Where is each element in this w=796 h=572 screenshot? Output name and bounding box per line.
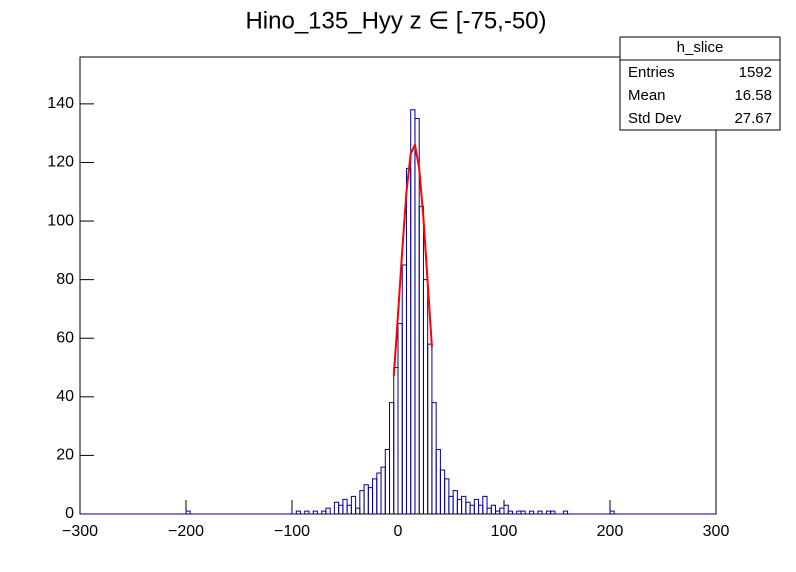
- bin: [427, 343, 433, 514]
- bin: [367, 487, 374, 514]
- x-tick-label: −200: [168, 523, 204, 540]
- y-tick-label: 140: [47, 95, 74, 112]
- bin: [338, 504, 344, 514]
- stats-frame: [619, 36, 781, 131]
- bin: [461, 495, 467, 514]
- bin: [185, 510, 191, 514]
- bin: [295, 510, 301, 514]
- bin: [537, 510, 543, 514]
- bin: [478, 504, 484, 514]
- bin: [465, 501, 471, 514]
- bin: [435, 449, 441, 514]
- bin: [439, 469, 446, 514]
- bin: [359, 490, 365, 514]
- stats-value: 27.67: [734, 110, 772, 127]
- bin: [499, 507, 505, 514]
- bin: [473, 498, 480, 514]
- stats-box: h_slice Entries 1592 Mean 16.58 Std Dev …: [619, 36, 781, 131]
- y-tick-label: 0: [65, 505, 74, 522]
- bin: [452, 490, 458, 514]
- y-tick-label: 40: [56, 388, 74, 405]
- bin: [431, 402, 437, 514]
- x-tick-label: −300: [62, 523, 98, 540]
- bin: [503, 504, 509, 514]
- bin: [333, 501, 340, 514]
- stats-label: Entries: [628, 64, 675, 81]
- stats-label: Std Dev: [628, 110, 682, 127]
- y-tick-label: 120: [47, 154, 74, 171]
- bin: [562, 510, 569, 514]
- chart-title: Hino_135_Hyy z ∈ [-75,-50): [245, 7, 546, 34]
- bin: [393, 367, 399, 514]
- x-tick-label: 300: [703, 523, 730, 540]
- bin: [384, 449, 391, 514]
- bin: [380, 466, 386, 514]
- y-tick-label: 100: [47, 212, 74, 229]
- bin: [405, 167, 412, 514]
- bin: [325, 507, 331, 514]
- bin: [376, 472, 382, 514]
- stats-title: h_slice: [677, 39, 724, 56]
- bin: [418, 205, 424, 514]
- bin: [312, 510, 318, 514]
- bin: [482, 495, 488, 514]
- bin: [410, 109, 416, 514]
- bin: [469, 504, 475, 514]
- y-tick-label: 20: [56, 447, 74, 464]
- bin: [456, 498, 463, 514]
- bin: [363, 484, 369, 514]
- bin: [355, 507, 361, 514]
- x-tick-label: 200: [597, 523, 624, 540]
- bin: [507, 510, 513, 514]
- bin: [414, 118, 420, 514]
- bin: [350, 495, 357, 514]
- bin: [372, 478, 378, 514]
- bin: [389, 402, 395, 514]
- bin: [490, 504, 497, 514]
- bin: [422, 279, 429, 514]
- stats-value: 16.58: [734, 87, 772, 104]
- y-tick-label: 80: [56, 271, 74, 288]
- bin: [346, 504, 352, 514]
- bin: [486, 507, 492, 514]
- bin: [444, 478, 450, 514]
- x-tick-label: 100: [491, 523, 518, 540]
- bin: [401, 264, 407, 514]
- bin: [609, 510, 615, 514]
- bin: [520, 510, 526, 514]
- bin: [550, 510, 556, 514]
- bin: [397, 323, 403, 514]
- bin: [448, 495, 454, 514]
- bin: [528, 510, 535, 514]
- stats-value: 1592: [739, 64, 772, 81]
- y-tick-label: 60: [56, 329, 74, 346]
- x-tick-label: −100: [274, 523, 310, 540]
- x-tick-label: 0: [394, 523, 403, 540]
- fit-curve: [392, 141, 433, 377]
- bin: [304, 510, 310, 514]
- bin: [342, 498, 348, 514]
- stats-label: Mean: [628, 87, 666, 104]
